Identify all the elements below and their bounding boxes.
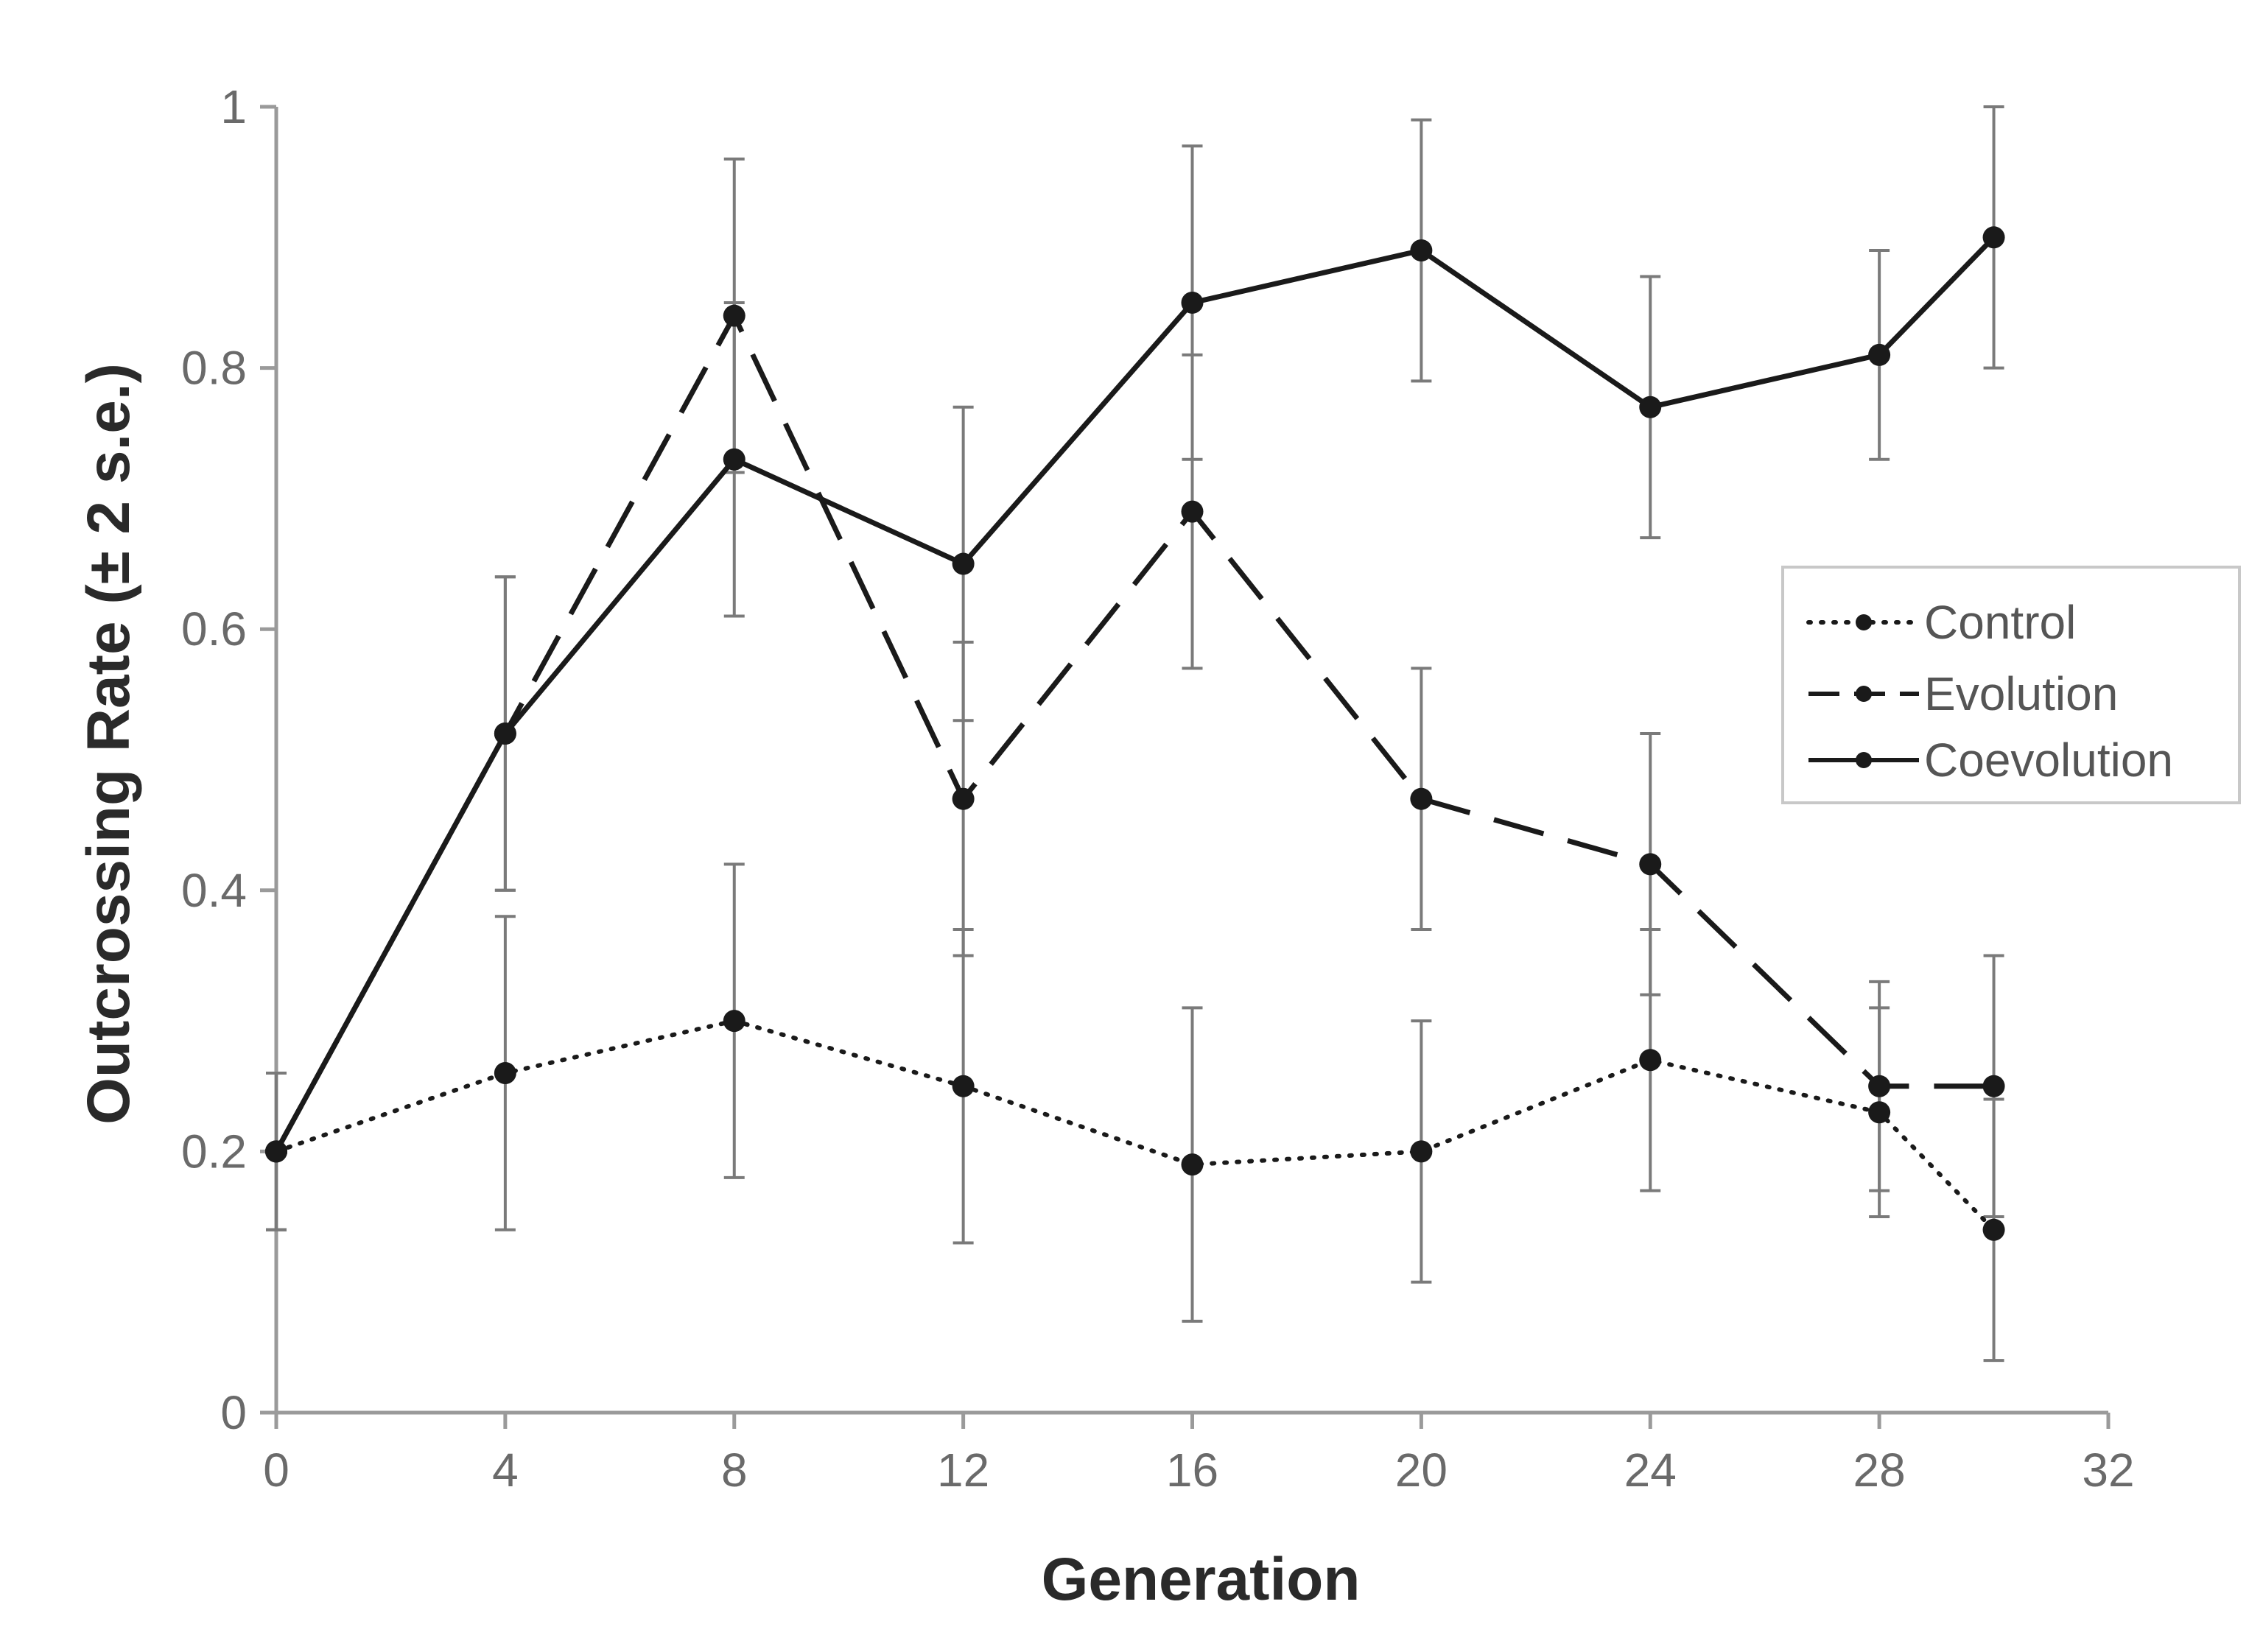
x-tick-label: 24 <box>1624 1444 1677 1497</box>
legend-marker-coevolution <box>1856 752 1872 768</box>
legend-marker-evolution <box>1856 686 1872 702</box>
series-line-evolution <box>273 313 1994 1153</box>
y-tick-label: 0.6 <box>181 602 247 655</box>
y-tick-label: 0 <box>220 1386 247 1439</box>
data-point-evolution <box>1181 500 1204 523</box>
y-tick-label: 1 <box>220 80 247 133</box>
data-point-coevolution <box>265 1140 287 1163</box>
data-point-evolution <box>1868 1075 1891 1097</box>
data-point-control <box>1639 1049 1662 1072</box>
y-tick-label: 0.4 <box>181 864 247 917</box>
data-point-evolution <box>1982 1075 2005 1097</box>
y-axis-title: Outcrossing Rate (± 2 s.e.) <box>75 363 142 1125</box>
legend-label-coevolution: Coevolution <box>1924 734 2173 787</box>
legend-label-control: Control <box>1924 596 2076 649</box>
data-point-coevolution <box>1982 226 2005 249</box>
y-tick-label: 0.2 <box>181 1125 247 1178</box>
legend: Control Evolution Coevolution <box>1781 566 2241 804</box>
x-tick-label: 16 <box>1166 1444 1218 1497</box>
data-point-coevolution <box>723 448 745 471</box>
y-tick-label: 0.8 <box>181 342 247 395</box>
data-point-coevolution <box>952 552 975 575</box>
series-lines <box>273 235 1996 1232</box>
x-tick-label: 8 <box>721 1444 748 1497</box>
data-point-evolution <box>723 304 745 327</box>
data-point-coevolution <box>494 723 516 745</box>
data-point-control <box>1181 1153 1204 1176</box>
x-tick-label: 0 <box>263 1444 290 1497</box>
data-point-evolution <box>1639 853 1662 876</box>
x-tick-label: 12 <box>937 1444 989 1497</box>
series-line-control <box>274 1019 1996 1232</box>
data-point-control <box>494 1062 516 1085</box>
data-point-coevolution <box>1181 291 1204 314</box>
data-point-coevolution <box>1868 343 1891 366</box>
x-tick-label: 32 <box>2082 1444 2134 1497</box>
data-point-coevolution <box>1410 239 1433 262</box>
data-point-evolution <box>952 787 975 810</box>
tick-labels: 0 0.2 0.4 0.6 0.8 1 0 4 8 12 16 20 24 28 32 <box>181 80 2135 1497</box>
data-point-control <box>952 1075 975 1097</box>
data-point-control <box>1410 1140 1433 1163</box>
legend-label-evolution: Evolution <box>1924 667 2118 720</box>
series-line-coevolution <box>273 235 1996 1153</box>
data-point-control <box>723 1010 745 1033</box>
error-bars <box>266 105 2004 1363</box>
x-tick-label: 28 <box>1853 1444 1906 1497</box>
data-point-control <box>1868 1101 1891 1124</box>
legend-marker-control <box>1856 614 1872 630</box>
x-tick-label: 20 <box>1395 1444 1448 1497</box>
data-point-coevolution <box>1639 396 1662 418</box>
data-point-evolution <box>1410 787 1433 810</box>
x-tick-label: 4 <box>492 1444 519 1497</box>
data-points <box>265 226 2005 1241</box>
x-axis-title: Generation <box>1042 1546 1361 1613</box>
data-point-control <box>1982 1218 2005 1241</box>
